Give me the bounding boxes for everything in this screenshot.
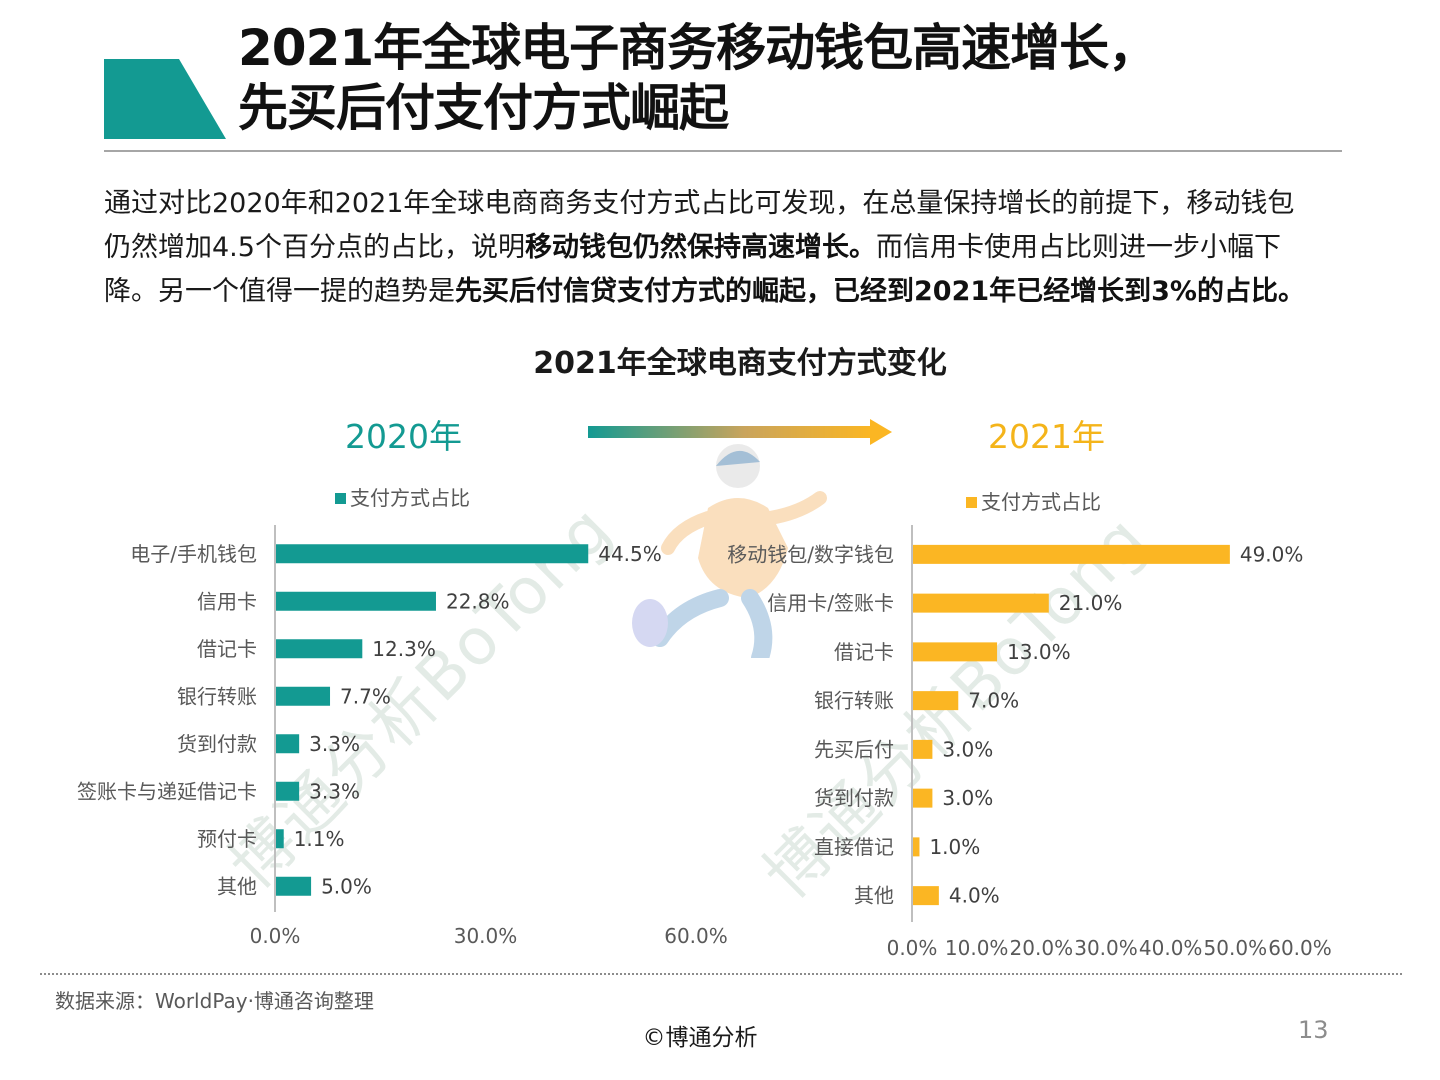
bar bbox=[276, 781, 300, 801]
summary-highlight: 先买后付信贷支付方式的崛起，已经到2021年已经增长到3%的占比。 bbox=[455, 276, 1305, 307]
source-divider bbox=[40, 973, 1402, 975]
bar bbox=[913, 593, 1049, 613]
category-label: 银行转账 bbox=[177, 684, 257, 708]
category-label: 其他 bbox=[854, 884, 894, 908]
summary-text: 降。另一个值得一提的趋势是 bbox=[104, 276, 455, 307]
transition-arrow-icon bbox=[588, 419, 892, 445]
category-label: 移动钱包/数字钱包 bbox=[727, 542, 894, 566]
value-label: 7.7% bbox=[340, 684, 391, 708]
value-label: 12.3% bbox=[372, 637, 436, 661]
bar bbox=[276, 639, 363, 659]
x-tick-label: 30.0% bbox=[1074, 936, 1138, 960]
category-label: 电子/手机钱包 bbox=[130, 542, 257, 566]
data-source: 数据来源：WorldPay·博通咨询整理 bbox=[55, 989, 374, 1013]
bar bbox=[913, 544, 1230, 564]
summary-text: 通过对比2020年和2021年全球电商商务支付方式占比可发现，在总量保持增长的前… bbox=[104, 188, 1295, 219]
page-title-line-2: 先买后付支付方式崛起 bbox=[238, 79, 729, 137]
legend-swatch bbox=[335, 493, 346, 504]
x-tick-label: 60.0% bbox=[664, 924, 728, 948]
copyright: ©博通分析 bbox=[642, 1025, 758, 1051]
legend-swatch bbox=[966, 497, 977, 508]
value-label: 22.8% bbox=[446, 589, 510, 613]
x-tick-label: 0.0% bbox=[887, 936, 938, 960]
bar bbox=[913, 837, 920, 857]
category-label: 先买后付 bbox=[814, 737, 894, 761]
x-tick-label: 10.0% bbox=[945, 936, 1009, 960]
category-label: 签账卡与递延借记卡 bbox=[77, 779, 257, 803]
category-label: 信用卡 bbox=[197, 589, 257, 613]
value-label: 44.5% bbox=[598, 542, 662, 566]
bar bbox=[913, 691, 959, 711]
runner-watermark-illustration bbox=[632, 444, 827, 658]
legend-label: 支付方式占比 bbox=[350, 486, 470, 510]
bar bbox=[276, 544, 589, 564]
summary-text: 仍然增加4.5个百分点的占比，说明 bbox=[104, 232, 525, 263]
x-tick-label: 0.0% bbox=[250, 924, 301, 948]
bar bbox=[276, 591, 436, 611]
bar bbox=[913, 642, 998, 662]
summary-line-3: 降。另一个值得一提的趋势是先买后付信贷支付方式的崛起，已经到2021年已经增长到… bbox=[104, 270, 1354, 314]
value-label: 13.0% bbox=[1007, 640, 1071, 664]
category-label: 信用卡/签账卡 bbox=[767, 591, 894, 615]
summary-line-2: 仍然增加4.5个百分点的占比，说明移动钱包仍然保持高速增长。而信用卡使用占比则进… bbox=[104, 226, 1354, 270]
category-label: 借记卡 bbox=[197, 637, 257, 661]
value-label: 3.3% bbox=[309, 779, 360, 803]
legend-label: 支付方式占比 bbox=[981, 490, 1101, 514]
page-title-line-1: 2021年全球电子商务移动钱包高速增长， bbox=[238, 19, 1158, 77]
bar bbox=[276, 876, 312, 896]
value-label: 49.0% bbox=[1240, 542, 1304, 566]
page-number: 13 bbox=[1298, 1016, 1329, 1044]
value-label: 1.0% bbox=[929, 835, 980, 859]
figure-title: 2021年全球电商支付方式变化 bbox=[533, 346, 947, 381]
x-tick-label: 50.0% bbox=[1204, 936, 1268, 960]
bar bbox=[913, 739, 933, 759]
title-accent-shape bbox=[104, 59, 226, 139]
bar bbox=[913, 788, 933, 808]
x-tick-label: 20.0% bbox=[1010, 936, 1074, 960]
value-label: 4.0% bbox=[949, 884, 1000, 908]
category-label: 银行转账 bbox=[814, 689, 894, 713]
x-tick-label: 40.0% bbox=[1139, 936, 1203, 960]
value-label: 3.3% bbox=[309, 732, 360, 756]
bar bbox=[276, 829, 284, 849]
value-label: 5.0% bbox=[321, 874, 372, 898]
x-tick-label: 60.0% bbox=[1268, 936, 1332, 960]
value-label: 7.0% bbox=[968, 689, 1019, 713]
year-label-2021: 2021年 bbox=[988, 417, 1105, 456]
value-label: 3.0% bbox=[942, 737, 993, 761]
page-title: 2021年全球电子商务移动钱包高速增长， 先买后付支付方式崛起 bbox=[238, 18, 1388, 138]
title-divider bbox=[104, 150, 1342, 152]
bar bbox=[913, 886, 939, 906]
category-label: 货到付款 bbox=[814, 786, 894, 810]
summary-line-1: 通过对比2020年和2021年全球电商商务支付方式占比可发现，在总量保持增长的前… bbox=[104, 182, 1354, 226]
category-label: 借记卡 bbox=[834, 640, 894, 664]
category-label: 直接借记 bbox=[814, 835, 894, 859]
summary-text: 而信用卡使用占比则进一步小幅下 bbox=[875, 232, 1281, 263]
category-label: 其他 bbox=[217, 874, 257, 898]
x-tick-label: 30.0% bbox=[454, 924, 518, 948]
year-label-2020: 2020年 bbox=[345, 417, 462, 456]
bar bbox=[276, 686, 331, 706]
value-label: 21.0% bbox=[1059, 591, 1123, 615]
value-label: 3.0% bbox=[942, 786, 993, 810]
category-label: 货到付款 bbox=[177, 732, 257, 756]
summary-paragraph: 通过对比2020年和2021年全球电商商务支付方式占比可发现，在总量保持增长的前… bbox=[104, 182, 1354, 314]
value-label: 1.1% bbox=[294, 827, 345, 851]
summary-highlight: 移动钱包仍然保持高速增长。 bbox=[524, 232, 876, 263]
bar bbox=[276, 734, 300, 754]
category-label: 预付卡 bbox=[197, 827, 257, 851]
